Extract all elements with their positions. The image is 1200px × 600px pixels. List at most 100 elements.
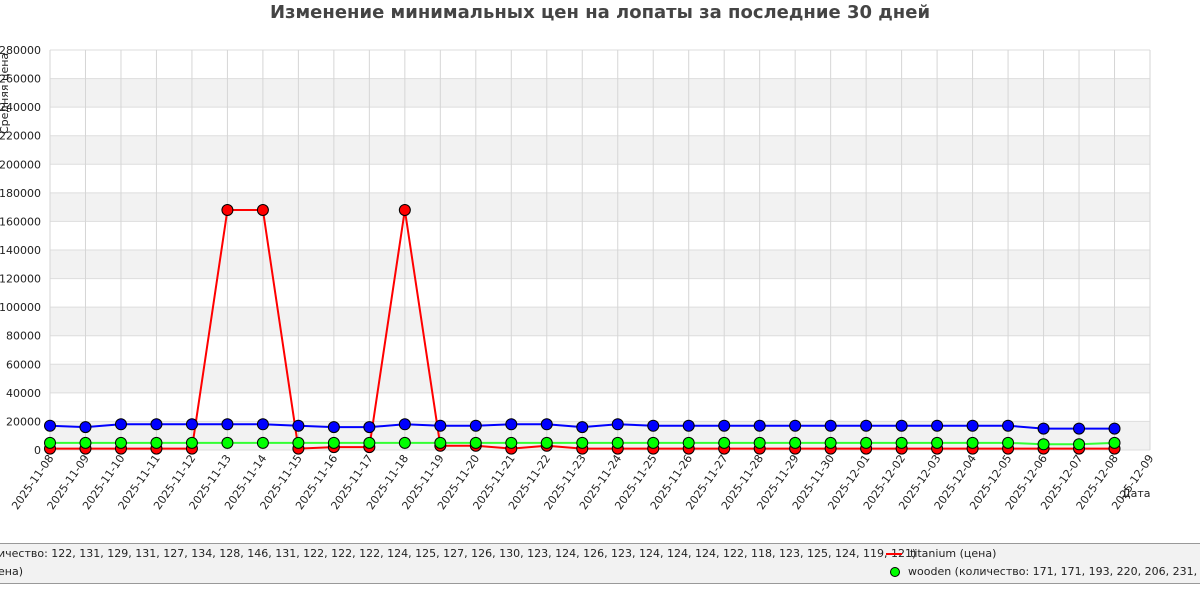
series-2-point <box>1002 436 1015 449</box>
y-tick-label: 160000 <box>0 215 41 228</box>
series-2-point <box>292 436 305 449</box>
series-1-point <box>576 421 589 434</box>
series-2-point <box>434 436 447 449</box>
series-2-point <box>966 436 979 449</box>
series-2-point <box>1108 436 1121 449</box>
series-1-point <box>256 418 269 431</box>
y-axis-ticks: 0 20000 40000 60000 80000 100000 120000 140000 1… <box>0 44 41 457</box>
y-tick-label: 180000 <box>0 187 41 200</box>
series-layer <box>44 204 1121 455</box>
series-1-point <box>682 419 695 432</box>
series-0-point <box>221 204 234 216</box>
series-2-point <box>931 436 944 449</box>
plot-band <box>50 78 1150 108</box>
series-1-point <box>398 418 411 431</box>
y-tick-label: 140000 <box>0 244 41 257</box>
series-1-point <box>895 419 908 432</box>
y-tick-label: 220000 <box>0 130 41 143</box>
series-1-point <box>753 419 766 432</box>
series-2-point <box>44 436 56 449</box>
series-2-point <box>753 436 766 449</box>
y-tick-label: 200000 <box>0 158 41 171</box>
y-tick-label: 240000 <box>0 101 41 114</box>
series-1-point <box>221 418 234 431</box>
series-1-point <box>327 421 340 434</box>
y-tick-label: 80000 <box>6 330 41 343</box>
plot-band <box>50 50 1150 79</box>
legend-wooden-dot-icon <box>890 567 900 577</box>
legend: ичество: 122, 131, 129, 131, 127, 134, 1… <box>0 543 1200 584</box>
series-2-point <box>576 436 589 449</box>
plot-band <box>50 135 1150 165</box>
series-2-point <box>860 436 873 449</box>
series-2-point <box>114 436 127 449</box>
series-1-point <box>1002 419 1015 432</box>
legend-entry-price-label: ена) <box>0 565 23 578</box>
series-2-point <box>398 436 411 449</box>
plot-band <box>50 107 1150 136</box>
plot-band <box>50 221 1150 250</box>
series-2-point <box>256 436 269 449</box>
y-tick-label: 100000 <box>0 301 41 314</box>
legend-entry-price: ена) <box>0 564 23 580</box>
series-2-point <box>505 436 518 449</box>
series-2-point <box>363 436 376 449</box>
y-tick-label: 0 <box>34 444 41 457</box>
legend-entry-quantity-label: ичество: 122, 131, 129, 131, 127, 134, 1… <box>0 547 917 560</box>
y-axis-label: Средняя цена <box>0 53 11 134</box>
series-1-point <box>1108 422 1121 435</box>
series-2-point <box>647 436 660 449</box>
series-1-point <box>44 419 56 432</box>
legend-titanium-line-icon <box>886 553 902 555</box>
y-tick-label: 120000 <box>0 273 41 286</box>
series-1-point <box>1073 422 1086 435</box>
plot-band <box>50 278 1150 308</box>
series-1-point <box>434 419 447 432</box>
series-2-point <box>1037 438 1050 451</box>
series-1-point <box>185 418 198 431</box>
plot-band <box>50 335 1150 365</box>
series-2-point <box>824 436 837 449</box>
series-2-point <box>1073 438 1086 451</box>
series-1-point <box>292 419 305 432</box>
series-1-point <box>931 419 944 432</box>
chart-title: Изменение минимальных цен на лопаты за п… <box>269 2 931 23</box>
series-2-point <box>79 436 92 449</box>
y-tick-label: 40000 <box>6 387 41 400</box>
y-tick-label: 280000 <box>0 44 41 57</box>
chart-canvas: 0 20000 40000 60000 80000 100000 120000 140000 1… <box>0 44 1156 512</box>
series-2-point <box>221 436 234 449</box>
series-1-point <box>789 419 802 432</box>
series-2-point <box>682 436 695 449</box>
series-0-point <box>398 204 411 216</box>
y-tick-label: 260000 <box>0 73 41 86</box>
plot-band <box>50 364 1150 393</box>
grid-lines <box>49 49 1151 451</box>
plot-background <box>50 50 1150 450</box>
series-2-point <box>540 436 553 449</box>
series-1-point <box>860 419 873 432</box>
plot-band <box>50 164 1150 193</box>
series-1-point <box>114 418 127 431</box>
series-1-point <box>505 418 518 431</box>
plot-band <box>50 307 1150 336</box>
series-2-point <box>185 436 198 449</box>
y-tick-label: 60000 <box>6 358 41 371</box>
series-1-point <box>718 419 731 432</box>
series-1-point <box>824 419 837 432</box>
x-axis-label: Дата <box>1122 487 1150 500</box>
y-tick-label: 20000 <box>6 415 41 428</box>
series-2-point <box>718 436 731 449</box>
series-2-point <box>327 436 340 449</box>
series-2-point <box>611 436 624 449</box>
plot-band <box>50 250 1150 279</box>
plot-band <box>50 192 1150 222</box>
legend-entry-titanium: titanium (цена) <box>886 546 996 562</box>
series-1-point <box>1037 422 1050 435</box>
series-1-point <box>966 419 979 432</box>
legend-entry-titanium-label: titanium (цена) <box>910 547 997 560</box>
series-1-point <box>540 418 553 431</box>
series-1-point <box>647 419 660 432</box>
series-1-point <box>79 421 92 434</box>
series-2-point <box>150 436 163 449</box>
